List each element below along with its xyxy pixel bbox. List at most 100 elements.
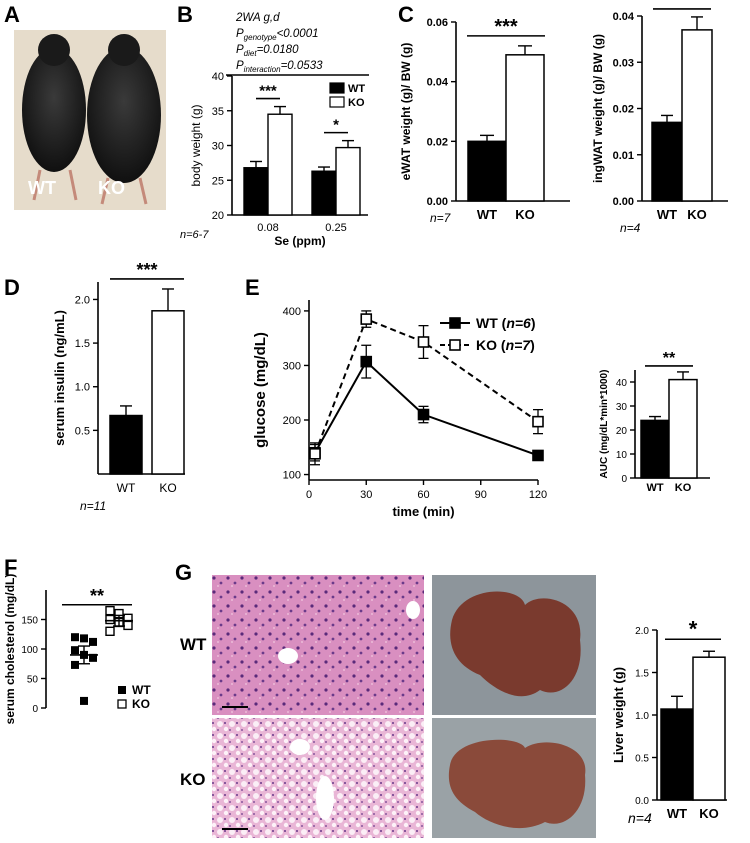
bar-wt <box>311 170 337 216</box>
x-tick-label: 0 <box>306 489 312 501</box>
n-note-c-right: n=4 <box>620 221 641 235</box>
legend-label-wt: WT <box>132 683 151 697</box>
y-axis-C2: 0.00 0.01 0.02 0.03 0.04 ingWAT weight (g)/ B… <box>591 11 643 208</box>
y-axis-label: serum cholesterol (mg/dL) <box>3 574 17 725</box>
x-tick-label: KO <box>515 207 535 222</box>
y-tick-label: 0.00 <box>427 196 448 208</box>
legend-swatch-wt <box>329 82 345 94</box>
panel-letter-e: E <box>245 275 260 300</box>
y-tick-label: 1.0 <box>635 711 649 722</box>
bar-ko <box>505 54 545 202</box>
liver-ko <box>448 739 586 829</box>
panel-letter-f: F <box>4 555 17 580</box>
stats-genotype: Pgenotype<0.0001 <box>236 28 318 42</box>
vessel-wt <box>278 648 298 664</box>
data-point-ko <box>417 336 430 348</box>
bar-wt <box>467 140 507 202</box>
x-tick-label: KO <box>675 482 692 494</box>
x-tick-label: WT <box>657 207 677 222</box>
panel-letter-c: C <box>398 2 414 27</box>
bar-ko <box>335 146 361 216</box>
y-axis-label: serum insulin (ng/mL) <box>52 310 67 446</box>
significance-label: * <box>333 117 339 134</box>
n-note-g: n=4 <box>628 810 652 826</box>
y-tick-label: 0 <box>621 474 627 485</box>
mice-photo <box>14 30 166 210</box>
bar-ko <box>681 29 713 202</box>
significance-label: ** <box>663 350 676 367</box>
y-tick-label: 20 <box>212 210 224 222</box>
vessel-wt-2 <box>406 601 420 619</box>
panel-letter-a: A <box>4 2 20 27</box>
y-tick-label: 0.03 <box>613 57 634 69</box>
y-tick-label: 0.0 <box>635 796 649 807</box>
y-axis-label: glucose (mg/dL) <box>252 332 269 448</box>
x-tick-label: 90 <box>475 489 487 501</box>
y-tick-label: 100 <box>21 645 38 656</box>
series-line-wt <box>314 360 539 457</box>
stats-interaction: Pinteraction=0.0533 <box>236 60 323 74</box>
data-point-wt <box>89 637 97 646</box>
data-point-ko <box>105 626 115 636</box>
y-tick-label: 10 <box>616 450 628 461</box>
n-note-b: n=6-7 <box>180 229 209 241</box>
x-tick-label: WT <box>646 482 663 494</box>
legend-marker-ko <box>117 699 127 709</box>
y-tick-label: 300 <box>283 360 301 372</box>
liver-wt <box>450 591 581 697</box>
significance-label: *** <box>494 16 518 38</box>
significance-label: *** <box>136 260 157 280</box>
y-axis-label: ingWAT weight (g)/ BW (g) <box>591 34 605 183</box>
x-tick-label: 60 <box>417 489 429 501</box>
y-tick-label: 200 <box>283 415 301 427</box>
n-note-d: n=11 <box>80 499 106 513</box>
y-tick-label: 25 <box>212 175 224 187</box>
y-tick-label: 35 <box>212 106 224 118</box>
bar-wt <box>109 414 143 475</box>
y-tick-label: 1.5 <box>635 669 649 680</box>
x-tick-label: 0.08 <box>257 222 278 234</box>
significance-label: ** <box>90 586 104 606</box>
data-point-wt <box>80 634 88 643</box>
legend-swatch-ko <box>329 96 345 108</box>
y-axis-label: eWAT weight (g)/ BW (g) <box>399 43 413 181</box>
y-tick-label: 150 <box>21 616 38 627</box>
x-tick-label: KO <box>699 806 719 821</box>
legend-label: WT <box>348 83 365 95</box>
y-tick-label: 1.5 <box>75 338 90 350</box>
data-point-ko <box>360 313 373 325</box>
data-point-wt <box>360 355 373 368</box>
y-axis-label: Liver weight (g) <box>611 667 626 763</box>
y-axis-label: AUC (mg/dL*min*1000) <box>599 370 610 479</box>
x-tick-label: KO <box>687 207 707 222</box>
bar-wt <box>660 708 694 801</box>
x-tick-label: 0.25 <box>325 222 346 234</box>
y-axis-E: 100 200 300 400 glucose (mg/dL) <box>252 300 310 482</box>
y-tick-label: 30 <box>212 141 224 153</box>
y-tick-label: 30 <box>616 402 628 413</box>
legend-label: KO <box>348 97 365 109</box>
significance-label: *** <box>259 83 277 100</box>
y-tick-label: 400 <box>283 306 301 318</box>
y-axis-label: body weight (g) <box>189 104 203 186</box>
n-note-c-left: n=7 <box>430 211 452 225</box>
y-tick-label: 0.02 <box>613 104 634 116</box>
data-point-wt <box>89 653 97 662</box>
y-axis-D: 0.5 1.0 1.5 2.0 serum insulin (ng/mL) <box>52 282 99 474</box>
row-label-wt: WT <box>180 635 207 654</box>
data-point-wt <box>71 646 79 655</box>
y-axis-E2: 0 10 20 30 40 AUC (mg/dL*min*1000) <box>599 370 636 485</box>
row-label-ko: KO <box>180 770 206 789</box>
anova-stats: 2WA g,d Pgenotype<0.0001 Pdiet=0.0180 Pi… <box>235 12 323 74</box>
y-tick-label: 2.0 <box>75 294 90 306</box>
stats-line-1: 2WA g,d <box>235 12 280 24</box>
panel-letter-d: D <box>4 275 20 300</box>
y-tick-label: 2.0 <box>635 626 649 637</box>
y-tick-label: 0.04 <box>613 11 635 23</box>
data-point-ko <box>105 614 115 625</box>
histology-wt <box>212 575 424 715</box>
data-point-ko <box>309 448 321 460</box>
bar-ko <box>151 310 185 475</box>
